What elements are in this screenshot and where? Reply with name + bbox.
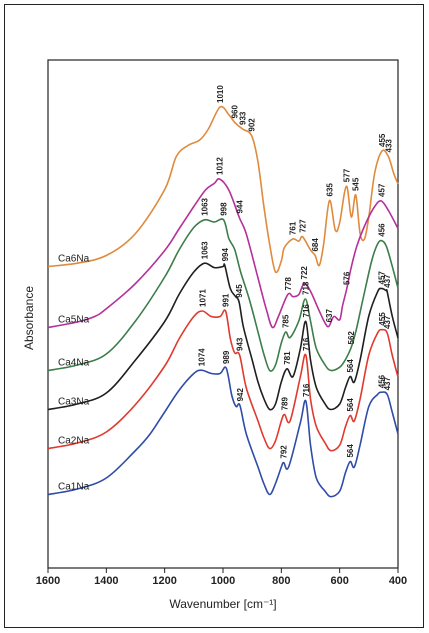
peak-label: 455 (378, 133, 387, 147)
x-tick-label: 400 (389, 575, 407, 587)
y-axis-title: Absorbance (22, 286, 36, 350)
peak-label: 761 (289, 221, 298, 235)
peak-label: 943 (236, 337, 245, 351)
series-line-Ca2Na (47, 309, 399, 452)
series-line-Ca5Na (47, 178, 399, 329)
series-line-Ca4Na (47, 218, 399, 372)
peak-label: 991 (222, 293, 231, 307)
series-label-Ca4Na: Ca4Na (58, 358, 90, 369)
peak-label: 1074 (197, 348, 206, 366)
peak-label: 545 (352, 177, 361, 191)
peak-label: 456 (378, 374, 387, 388)
peak-label: 716 (302, 383, 311, 397)
peak-label: 942 (236, 388, 245, 402)
peak-label: 960 (231, 105, 240, 119)
x-axis: 1600 1400 1200 1000 800 600 400 (36, 568, 407, 587)
peak-label: 437 (383, 377, 392, 391)
peak-label: 792 (280, 445, 289, 459)
peak-label: 564 (346, 359, 355, 373)
series-label-Ca5Na: Ca5Na (58, 315, 90, 326)
series-label-Ca3Na: Ca3Na (58, 397, 90, 408)
peak-label: 1012 (216, 157, 225, 175)
peak-label: 437 (383, 315, 392, 329)
peak-label: 989 (222, 350, 231, 364)
series-label-Ca6Na: Ca6Na (58, 254, 90, 265)
series-label-Ca2Na: Ca2Na (58, 436, 90, 447)
peak-label: 684 (311, 238, 320, 252)
peak-label: 944 (235, 200, 244, 214)
peak-label: 718 (301, 281, 310, 295)
x-tick-label: 1000 (211, 575, 235, 587)
series-line-Ca3Na (47, 262, 399, 411)
peak-label: 564 (346, 398, 355, 412)
peak-label: 789 (281, 397, 290, 411)
peak-label: 778 (284, 277, 293, 291)
peak-label: 437 (383, 274, 392, 288)
peak-label: 457 (377, 271, 386, 285)
x-tick-label: 1400 (94, 575, 118, 587)
peak-label: 1063 (201, 197, 210, 215)
series-labels: Ca6Na Ca5Na Ca4Na Ca3Na Ca2Na Ca1Na (58, 254, 90, 493)
peak-label: 945 (235, 284, 244, 298)
series-label-Ca1Na: Ca1Na (58, 482, 90, 493)
peak-label: 576 (343, 271, 352, 285)
peak-label: 933 (239, 111, 248, 125)
x-tick-label: 600 (330, 575, 348, 587)
peak-label: 457 (377, 183, 386, 197)
peak-label: 455 (378, 312, 387, 326)
peak-label: 456 (378, 223, 387, 237)
peak-label: 1010 (216, 85, 225, 103)
chart-frame (4, 4, 424, 628)
peak-label: 785 (282, 314, 291, 328)
peak-label: 781 (283, 351, 292, 365)
peak-label: 722 (300, 266, 309, 280)
peak-label: 433 (384, 139, 393, 153)
peak-label: 1071 (198, 289, 207, 307)
peak-label: 902 (248, 118, 257, 132)
peak-label: 1063 (201, 241, 210, 259)
series-line-Ca6Na (47, 105, 399, 274)
peak-label: 562 (347, 331, 356, 345)
peak-label: 998 (220, 202, 229, 216)
peak-label: 716 (302, 337, 311, 351)
x-tick-label: 1200 (152, 575, 176, 587)
series-line-Ca1Na (47, 366, 399, 498)
peak-label: 637 (325, 309, 334, 323)
peak-label: 635 (326, 183, 335, 197)
peak-label: 994 (221, 248, 230, 262)
x-tick-label: 800 (272, 575, 290, 587)
peak-label: 727 (299, 219, 308, 233)
spectra-curves (47, 105, 399, 498)
x-axis-title: Wavenumber [cm⁻¹] (169, 597, 276, 611)
x-tick-label: 1600 (36, 575, 60, 587)
peak-label: 577 (342, 168, 351, 182)
peak-label: 564 (346, 444, 355, 458)
peak-label: 716 (302, 304, 311, 318)
